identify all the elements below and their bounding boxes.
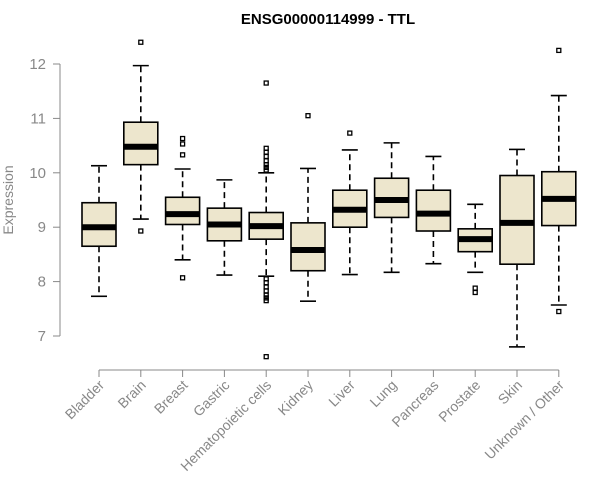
- x-tick-label-kidney: Kidney: [275, 377, 317, 419]
- outlier-point: [263, 288, 269, 294]
- box-kidney: [290, 113, 326, 302]
- chart-title: ENSG00000114999 - TTL: [241, 11, 415, 28]
- y-tick-label: 7: [38, 328, 46, 345]
- outlier-point: [263, 153, 269, 160]
- boxes-group: [81, 39, 577, 360]
- outlier-point: [472, 289, 478, 296]
- outlier-point: [263, 167, 269, 173]
- x-tick-label-brain: Brain: [114, 377, 148, 411]
- outlier-point: [179, 275, 186, 281]
- y-axis-label: Expression: [0, 165, 16, 234]
- x-tick-label-liver: Liver: [325, 377, 358, 410]
- x-tick-label-unknown-other: Unknown / Other: [481, 377, 567, 463]
- box-liver: [331, 130, 368, 276]
- y-tick-label: 10: [29, 165, 46, 182]
- outlier-point: [472, 285, 478, 291]
- y-tick-label: 11: [30, 110, 46, 127]
- y-tick-label: 8: [38, 274, 46, 291]
- box-prostate: [457, 203, 494, 296]
- box-lung: [373, 142, 410, 274]
- box-hematopoietic-cells: [248, 80, 284, 360]
- box-skin: [499, 148, 535, 348]
- box-gastric: [206, 179, 243, 276]
- outlier-point: [263, 80, 269, 86]
- box-breast: [164, 135, 201, 281]
- outlier-point: [347, 130, 353, 136]
- y-tick-label: 12: [29, 56, 46, 73]
- x-tick-label-lung: Lung: [366, 377, 399, 410]
- y-axis: 7 8 9 10 11 12: [29, 56, 61, 345]
- outlier-point: [556, 47, 562, 54]
- outlier-point: [179, 152, 186, 158]
- outlier-point: [263, 292, 269, 298]
- iqr-box: [123, 121, 159, 166]
- outlier-point: [138, 228, 144, 234]
- outlier-point: [263, 149, 269, 155]
- outlier-point: [263, 280, 269, 286]
- outlier-point: [305, 113, 311, 119]
- box-brain: [123, 39, 159, 234]
- iqr-box: [290, 222, 326, 272]
- outlier-point: [263, 161, 269, 168]
- x-tick-label-breast: Breast: [151, 377, 191, 417]
- iqr-box: [164, 196, 201, 226]
- outlier-point: [263, 354, 269, 360]
- outlier-point: [179, 135, 186, 142]
- x-tick-label-skin: Skin: [495, 377, 526, 408]
- outlier-point: [263, 295, 269, 301]
- box-unknown-other: [540, 47, 577, 315]
- outlier-point: [263, 297, 269, 304]
- x-tick-label-prostate: Prostate: [435, 377, 483, 425]
- outlier-point: [138, 39, 144, 45]
- box-bladder: [81, 164, 117, 298]
- y-tick-label: 9: [38, 219, 46, 236]
- outlier-point: [556, 308, 562, 315]
- x-tick-label-bladder: Bladder: [62, 377, 108, 423]
- outlier-point: [263, 164, 269, 171]
- outlier-point: [179, 141, 186, 147]
- box-pancreas: [415, 155, 452, 265]
